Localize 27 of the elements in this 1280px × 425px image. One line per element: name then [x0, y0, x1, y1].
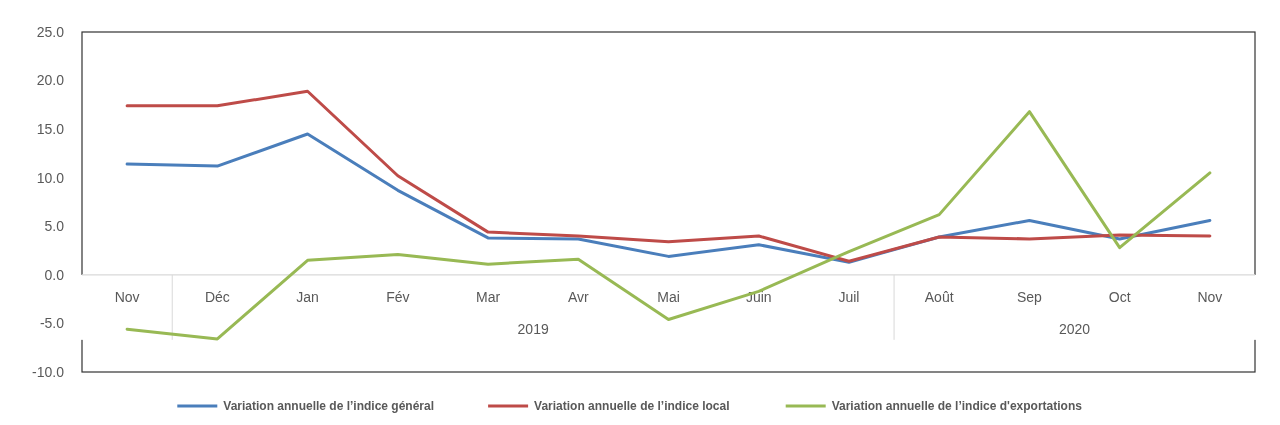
annotation: 2020 [1058, 320, 1091, 337]
x-tick-label: Sep [1016, 288, 1043, 305]
x-tick-label: Juin [745, 288, 772, 305]
y-tick-label: 0.0 [44, 266, 65, 283]
x-tick-label: Fév [386, 288, 410, 305]
legend-label: Variation annuelle de l’indice général [223, 399, 435, 414]
x-tick-label: Mai [657, 288, 680, 305]
y-tick-label: 25.0 [36, 23, 65, 40]
line-series [125, 89, 1212, 263]
y-tick-label: 10.0 [36, 169, 65, 186]
x-tick-label: Oct [1108, 288, 1131, 305]
y-tick-label: -5.0 [39, 315, 65, 332]
y-tick-label: -10.0 [32, 363, 65, 380]
y-tick-label: 20.0 [36, 72, 65, 89]
y-tick-label: 15.0 [36, 121, 65, 138]
x-tick-label: Août [924, 288, 954, 305]
x-tick-label: Juil [838, 288, 860, 305]
x-tick-label: Jan [296, 288, 319, 305]
legend-label: Variation annuelle de l’indice local [534, 399, 730, 414]
y-tick-label: 5.0 [44, 218, 65, 235]
x-tick-label: Nov [114, 288, 140, 305]
annotation: 2019 [517, 320, 549, 337]
legend-label: Variation annuelle de l’indice d'exportations [831, 399, 1083, 414]
x-tick-label: Nov [1197, 288, 1223, 305]
x-tick-label: Déc [204, 288, 230, 305]
x-tick-label: Avr [567, 288, 589, 305]
x-tick-label: Mar [475, 288, 501, 305]
